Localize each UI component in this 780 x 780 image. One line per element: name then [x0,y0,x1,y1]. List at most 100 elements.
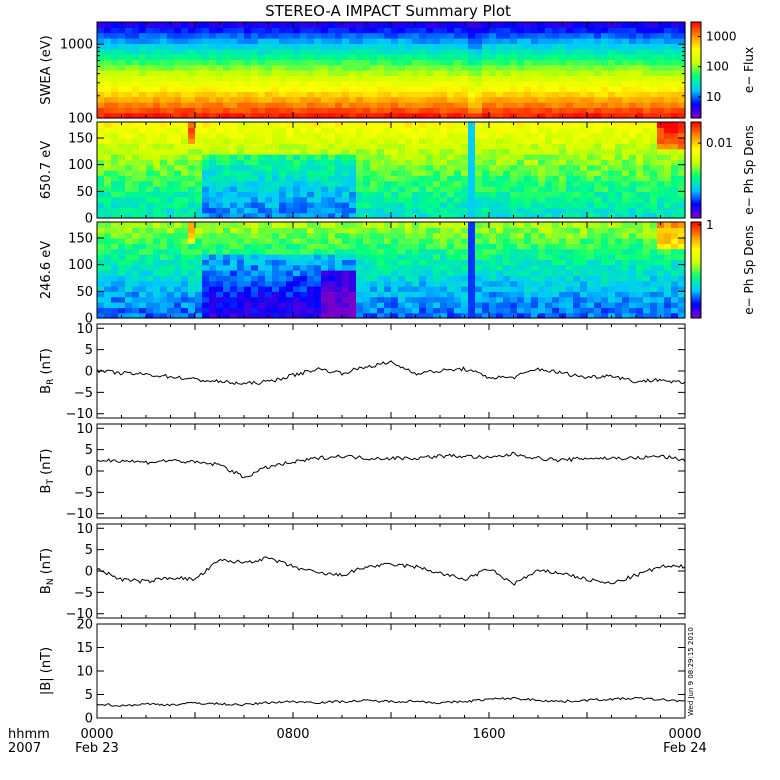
spectrogram-cell [356,196,364,203]
spectrogram-cell [657,107,665,114]
spectrogram-cell [244,22,252,28]
spectrogram-cell [531,107,539,114]
spectrogram-cell [615,286,623,292]
spectrogram-cell [202,96,210,103]
spectrogram-cell [146,191,154,198]
spectrogram-cell [622,170,630,176]
spectrogram-cell [307,259,315,266]
spectrogram-cell [496,275,504,282]
spectrogram-cell [629,22,637,28]
spectrogram-cell [132,127,140,134]
spectrogram-cell [265,107,273,114]
spectrogram-cell [587,296,595,303]
spectrogram-cell [671,59,679,66]
spectrogram-cell [230,296,238,303]
spectrogram-cell [594,59,602,66]
spectrogram-cell [419,227,427,234]
spectrogram-cell [580,196,588,203]
spectrogram-cell [202,38,210,44]
spectrogram-cell [202,48,210,55]
spectrogram-cell [587,212,595,219]
spectrogram-cell [454,75,462,82]
spectrogram-cell [531,296,539,303]
spectrogram-cell [377,154,385,160]
spectrogram-cell [440,212,448,219]
spectrogram-cell [97,27,105,34]
spectrogram-cell [272,207,280,214]
spectrogram-cell [468,312,476,319]
spectrogram-cell [265,164,273,171]
spectrogram-cell [566,112,574,119]
spectrogram-cell [419,148,427,155]
spectrogram-cell [552,254,560,260]
spectrogram-cell [286,154,294,160]
spectrogram-cell [566,43,574,50]
spectrogram-cell [517,202,525,208]
spectrogram-cell [251,70,259,76]
spectrogram-cell [601,243,609,250]
spectrogram-cell [426,254,434,260]
spectrogram-cell [398,180,406,187]
spectrogram-cell [615,275,623,282]
spectrogram-cell [650,270,658,276]
spectrogram-cell [566,291,574,298]
spectrogram-cell [188,75,196,82]
spectrogram-cell [489,202,497,208]
spectrogram-cell [244,43,252,50]
spectrogram-cell [223,264,231,271]
spectrogram-cell [594,70,602,76]
spectrogram-cell [629,254,637,260]
spectrogram-cell [118,291,126,298]
spectrogram-cell [475,264,483,271]
spectrogram-cell [657,232,665,239]
spectrogram-cell [370,59,378,66]
spectrogram-cell [482,196,490,203]
spectrogram-cell [307,154,315,160]
spectrogram-cell [251,132,259,139]
spectrogram-cell [524,191,532,198]
spectrogram-cell [419,254,427,260]
spectrogram-cell [181,232,189,239]
spectrogram-cell [146,48,154,55]
spectrogram-cell [279,59,287,66]
spectrogram-cell [405,186,413,192]
spectrogram-cell [538,112,546,119]
spectrogram-cell [419,59,427,66]
spectrogram-cell [335,212,343,219]
spectrogram-cell [580,32,588,39]
spectrogram-cell [293,22,301,28]
spectrogram-cell [237,159,245,166]
spectrogram-cell [622,270,630,276]
spectrogram-cell [580,286,588,292]
spectrogram-cell [678,191,686,198]
spectrogram-cell [279,154,287,160]
spectrogram-cell [181,27,189,34]
spectrogram-cell [510,107,518,114]
spectrogram-cell [363,59,371,66]
spectrogram-cell [601,302,609,308]
spectrogram-cell [566,22,574,28]
y-tick-label: −10 [66,507,93,522]
spectrogram-cell [524,243,532,250]
spectrogram-cell [587,275,595,282]
spectrogram-cell [580,202,588,208]
spectrogram-cell [503,264,511,271]
spectrogram-cell [209,32,217,39]
spectrogram-cell [377,138,385,144]
spectrogram-cell [608,27,616,34]
spectrogram-cell [601,138,609,144]
spectrogram-cell [405,270,413,276]
spectrogram-cell [97,38,105,44]
spectrogram-cell [657,59,665,66]
spectrogram-cell [524,32,532,39]
spectrogram-cell [664,86,672,92]
spectrogram-cell [510,270,518,276]
spectrogram-cell [146,238,154,244]
spectrogram-cell [643,86,651,92]
spectrogram-cell [132,248,140,255]
spectrogram-cell [300,75,308,82]
spectrogram-cell [160,207,168,214]
spectrogram-cell [405,196,413,203]
spectrogram-cell [202,302,210,308]
